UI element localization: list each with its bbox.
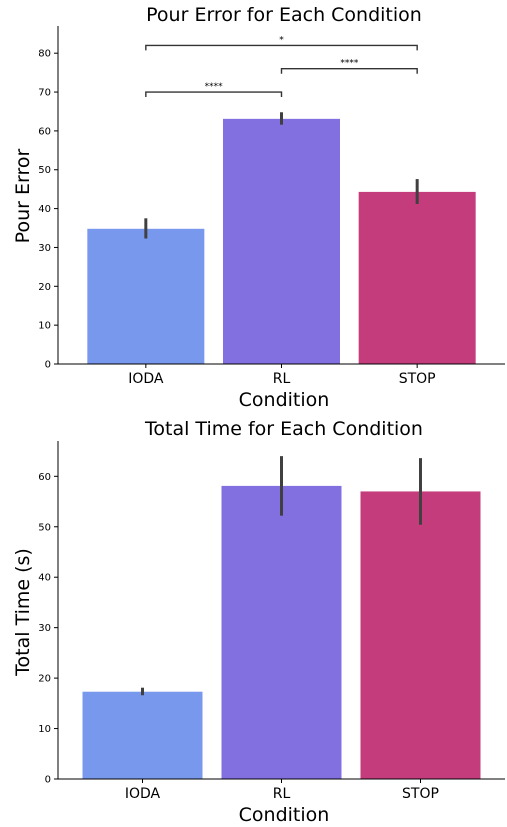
- y-tick-label: 20: [38, 674, 51, 685]
- significance-label: ****: [205, 82, 224, 92]
- bar-stop: [359, 192, 476, 364]
- chart-total-time: Total Time for Each Condition Condition …: [12, 418, 505, 826]
- y-tick-label: 50: [38, 165, 51, 176]
- bar-stop: [361, 491, 481, 779]
- y-tick-label: 80: [38, 49, 51, 60]
- x-tick-label: IODA: [125, 786, 161, 802]
- significance-label: *: [279, 35, 284, 45]
- chart-title: Pour Error for Each Condition: [146, 4, 422, 26]
- y-tick-label: 70: [38, 88, 51, 99]
- x-axis-label: Condition: [239, 389, 330, 411]
- plot-area: 0 10 20 30 40 50 60 IODA RL STOP: [38, 441, 505, 802]
- significance-bracket: [146, 45, 417, 50]
- bar-ioda: [83, 692, 203, 779]
- y-tick-label: 60: [38, 472, 51, 483]
- significance-bracket: [282, 69, 418, 74]
- x-axis-label: Condition: [239, 804, 330, 826]
- y-tick-label: 30: [38, 623, 51, 634]
- chart-pour-error: Pour Error for Each Condition Condition …: [12, 4, 505, 411]
- bar-ioda: [87, 229, 204, 364]
- y-tick-label: 40: [38, 573, 51, 584]
- x-tick-label: RL: [273, 786, 291, 802]
- x-tick-label: RL: [273, 371, 291, 387]
- chart-title: Total Time for Each Condition: [144, 418, 423, 440]
- significance-label: ****: [340, 59, 359, 69]
- y-tick-label: 60: [38, 126, 51, 137]
- y-tick-label: 10: [38, 724, 51, 735]
- x-tick-label: STOP: [402, 786, 439, 802]
- significance-bracket: [146, 92, 282, 97]
- y-axis-label: Pour Error: [12, 149, 34, 244]
- y-axis-label: Total Time (s): [12, 548, 34, 677]
- y-tick-label: 0: [45, 775, 51, 786]
- y-tick-label: 50: [38, 522, 51, 533]
- y-tick-label: 30: [38, 243, 51, 254]
- y-tick-label: 10: [38, 321, 51, 332]
- x-tick-label: IODA: [128, 371, 164, 387]
- y-tick-label: 20: [38, 282, 51, 293]
- y-tick-label: 40: [38, 204, 51, 215]
- bar-rl: [222, 486, 342, 779]
- x-tick-label: STOP: [399, 371, 436, 387]
- y-tick-label: 0: [45, 360, 51, 371]
- bar-rl: [223, 119, 340, 364]
